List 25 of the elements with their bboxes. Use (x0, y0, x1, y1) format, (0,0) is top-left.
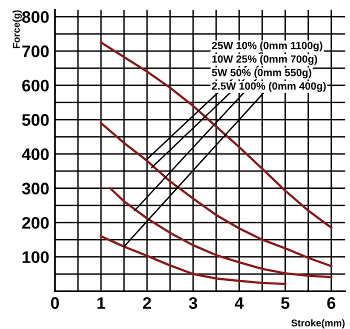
line-series (100, 41, 332, 229)
line-series (109, 187, 332, 278)
x-tick-label: 5 (281, 297, 290, 309)
annotation: 5W 50% (0mm 550g) (212, 68, 312, 78)
y-tick-label: 500 (22, 114, 49, 126)
annotation: 10W 25% (0mm 700g) (212, 55, 318, 65)
y-tick-label: 300 (22, 182, 49, 194)
line-series (100, 122, 332, 268)
y-tick-label: 400 (22, 148, 49, 160)
x-tick-label: 1 (97, 297, 106, 309)
y-tick-label: 800 (22, 11, 49, 23)
annotation: 25W 10% (0mm 1100g) (212, 42, 322, 52)
line-series (100, 235, 286, 286)
x-tick-label: 0 (50, 297, 59, 309)
x-tick-label: 4 (234, 297, 244, 309)
x-tick-label: 6 (327, 297, 336, 309)
x-tick-label: 3 (188, 297, 198, 309)
y-tick-label: 600 (22, 80, 49, 92)
x-axis-title: Stroke(mm) (291, 319, 345, 328)
annotation: 2.5W 100% (0mm 400g) (212, 82, 326, 92)
y-axis-title: Force(g) (12, 10, 22, 48)
y-tick-label: 700 (22, 45, 49, 58)
y-tick-label: 100 (22, 251, 49, 264)
x-tick-label: 2 (143, 297, 152, 309)
y-tick-label: 200 (22, 216, 49, 229)
